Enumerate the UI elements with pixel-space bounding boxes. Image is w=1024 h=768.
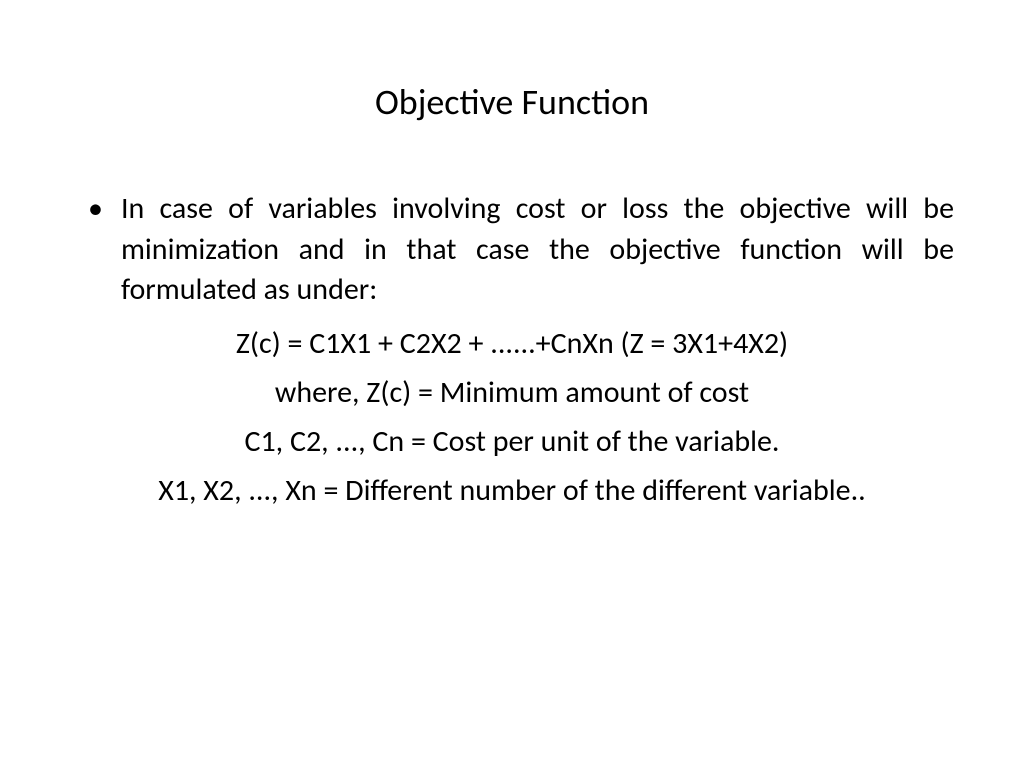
slide-title: Objective Function xyxy=(70,80,954,124)
bullet-text: In case of variables involving cost or l… xyxy=(121,189,954,311)
formula-line: Z(c) = C1X1 + C2X2 + ......+CnXn (Z = 3X… xyxy=(70,321,954,366)
x-definition-line: X1, X2, ..., Xn = Different number of th… xyxy=(70,468,954,513)
c-definition-line: C1, C2, ..., Cn = Cost per unit of the v… xyxy=(70,419,954,464)
bullet-marker: • xyxy=(88,189,103,230)
bullet-item: • In case of variables involving cost or… xyxy=(70,189,954,311)
where-line: where, Z(c) = Minimum amount of cost xyxy=(70,370,954,415)
